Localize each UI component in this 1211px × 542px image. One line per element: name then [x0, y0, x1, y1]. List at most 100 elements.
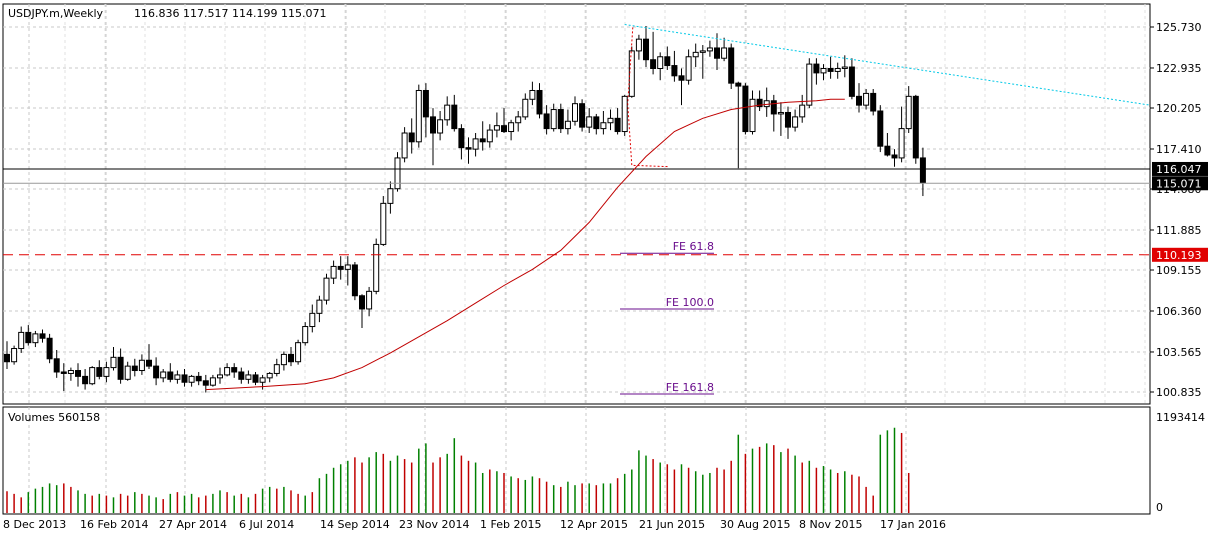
- y-tick-label: 117.410: [1156, 143, 1202, 156]
- candle: [785, 106, 791, 139]
- candle: [465, 137, 472, 164]
- candle-body: [451, 104, 458, 130]
- candle: [493, 112, 500, 138]
- candle-body: [905, 95, 912, 130]
- candle: [820, 64, 827, 81]
- candle-body: [131, 365, 138, 372]
- candle: [643, 25, 649, 68]
- candle: [870, 89, 877, 116]
- candle: [302, 322, 309, 346]
- candle-body: [721, 47, 728, 59]
- volume-panel-frame: [2, 406, 1151, 515]
- candle-body: [53, 358, 60, 373]
- candle: [543, 105, 550, 135]
- x-tick-label: 17 Jan 2016: [880, 518, 946, 531]
- candle: [344, 256, 351, 286]
- candle: [273, 358, 280, 377]
- candle-body: [124, 365, 131, 380]
- candle: [600, 111, 607, 135]
- candle: [259, 374, 266, 390]
- candle: [728, 43, 735, 90]
- candle: [209, 374, 216, 387]
- candle: [856, 83, 862, 113]
- candle-body: [67, 370, 74, 374]
- x-tick-label: 1 Feb 2015: [480, 518, 541, 531]
- candle-body: [508, 122, 515, 133]
- candle-body: [763, 100, 770, 108]
- candle-body: [479, 138, 486, 143]
- candle-body: [231, 367, 238, 373]
- candle: [621, 94, 628, 136]
- candle-body: [522, 98, 529, 118]
- candle-body: [671, 65, 678, 77]
- header-symbol: USDJPY.m,Weekly: [8, 7, 104, 20]
- candle: [593, 113, 600, 135]
- candle: [557, 103, 564, 134]
- candle-body: [309, 312, 316, 328]
- volume-axis-zero: 0: [1156, 501, 1163, 514]
- candle: [735, 81, 742, 169]
- candle: [486, 124, 493, 148]
- candle: [117, 348, 124, 384]
- candle-body: [557, 109, 564, 130]
- candle-body: [146, 359, 152, 367]
- x-tick-label: 27 Apr 2014: [159, 518, 227, 531]
- candle: [401, 127, 408, 163]
- y-tick-label: 106.360: [1156, 305, 1202, 318]
- candle: [529, 81, 536, 106]
- x-tick-label: 14 Sep 2014: [320, 518, 390, 531]
- candle: [827, 56, 834, 79]
- y-tick-label: 111.885: [1156, 224, 1202, 237]
- x-tick-label: 16 Feb 2014: [80, 518, 148, 531]
- candle-body: [635, 38, 642, 52]
- candle-body: [252, 374, 259, 383]
- x-tick-label: 12 Apr 2015: [560, 518, 628, 531]
- candle: [359, 294, 365, 329]
- candle-body: [579, 103, 586, 128]
- candle: [834, 62, 841, 79]
- candle: [146, 344, 152, 370]
- y-tick-label: 100.835: [1156, 386, 1202, 399]
- candle-body: [678, 75, 685, 81]
- candle-body: [394, 157, 401, 190]
- candle: [536, 83, 543, 119]
- candle: [174, 370, 181, 384]
- candle-body: [280, 353, 287, 366]
- candle-body: [344, 264, 351, 270]
- fe-level-label: FE 100.0: [666, 296, 714, 309]
- candle-body: [273, 364, 280, 374]
- fe-level-label: FE 61.8: [673, 240, 714, 253]
- current-price-label: 116.047: [1156, 163, 1202, 176]
- x-tick-label: 30 Aug 2015: [720, 518, 790, 531]
- x-tick-label: 23 Nov 2014: [399, 518, 469, 531]
- candle: [657, 52, 664, 81]
- candle-body: [614, 117, 621, 133]
- candle-body: [742, 85, 749, 133]
- candle: [501, 108, 507, 134]
- candle-body: [295, 342, 302, 363]
- candle-body: [912, 95, 919, 159]
- candle: [103, 361, 110, 383]
- fib-expansion-path: [627, 27, 670, 168]
- candle: [650, 31, 657, 75]
- candle-body: [735, 82, 742, 87]
- candle: [898, 106, 905, 163]
- candle-body: [543, 113, 550, 130]
- candle-body: [444, 104, 451, 121]
- candle: [664, 46, 671, 70]
- candle-body: [181, 374, 188, 383]
- candle-body: [288, 353, 294, 363]
- candle: [884, 133, 891, 157]
- candle-body: [749, 98, 756, 133]
- candle: [387, 181, 394, 214]
- candle-body: [18, 331, 25, 350]
- candle: [195, 371, 202, 386]
- volume-label: Volumes 560158: [8, 411, 100, 424]
- current-price-label-bg: [1152, 176, 1208, 191]
- candle: [394, 152, 401, 192]
- candle-body: [891, 154, 898, 159]
- candle-body: [422, 89, 429, 118]
- candle-body: [11, 348, 18, 363]
- candle: [706, 40, 713, 57]
